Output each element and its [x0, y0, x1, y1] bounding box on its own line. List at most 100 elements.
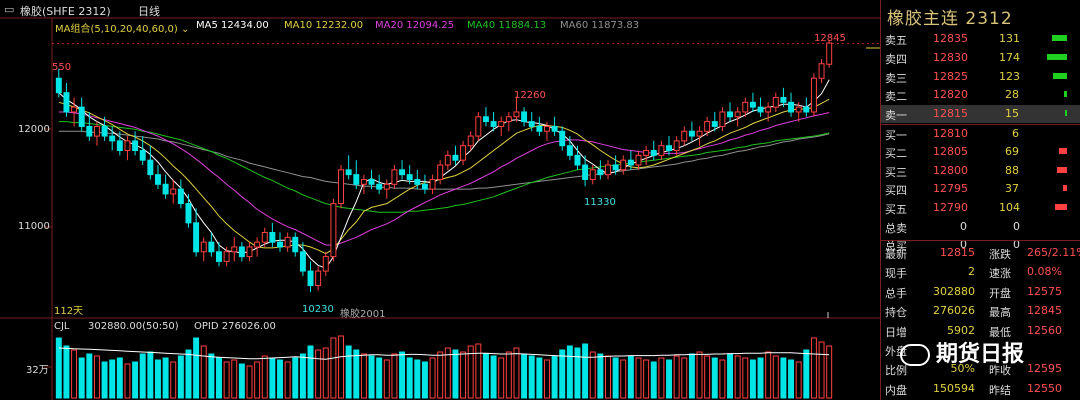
candle-up	[719, 111, 726, 127]
volume-bar-down	[185, 349, 192, 399]
volume-bar-down	[566, 345, 573, 399]
level-volume: 123	[999, 69, 1020, 83]
candle-down	[566, 145, 573, 156]
quote-label: 最新	[885, 248, 907, 261]
ma60-line	[58, 130, 830, 190]
chevron-down-icon: ⌄	[177, 24, 190, 35]
ask-level-row[interactable]: 卖三 12825 123	[881, 68, 1080, 86]
quote-row: 比例 50% 昨收 12595	[881, 360, 1080, 378]
level-volume-bar	[1053, 72, 1067, 79]
quote-label: 内盘	[885, 383, 907, 397]
volume-bar-up	[734, 355, 741, 399]
volume-bar-up	[170, 361, 177, 399]
candle-down	[627, 159, 634, 166]
volume-bar-up	[71, 349, 78, 399]
ask-level-row[interactable]: 卖一 12815 15	[881, 105, 1080, 124]
quote-label: 日增	[885, 325, 907, 339]
level-label: 买三	[885, 165, 907, 179]
candle-up	[704, 121, 711, 132]
price-axis-12000: 12000	[18, 124, 50, 135]
quote-value-2: 12550	[1027, 381, 1062, 395]
candle-up	[429, 178, 436, 190]
order-book-panel: 橡胶主连 2312 卖五 12835 131 卖四 12830 174 卖三 12825 123…	[880, 0, 1080, 400]
candle-down	[216, 251, 222, 262]
volume-bar-down	[86, 353, 93, 399]
chart-area[interactable]: ▭ 橡胶(SHFE 2312) 日线 MA组合(5,10,20,40,60,0)…	[0, 0, 880, 400]
level-volume-bar	[1055, 204, 1067, 211]
quote-value: 5902	[947, 323, 975, 337]
level-volume-bar	[1065, 110, 1067, 117]
candle-down	[55, 77, 62, 94]
candle-down	[688, 130, 695, 137]
level-volume-bar	[1047, 53, 1067, 60]
candle-up	[818, 63, 825, 79]
ma-combo-selector[interactable]: MA组合(5,10,20,40,60,0) ⌄	[55, 20, 189, 35]
volume-bar-down	[63, 345, 70, 399]
candle-up	[330, 203, 337, 258]
quote-value: 276026	[933, 304, 975, 318]
quote-value: 2	[968, 265, 975, 279]
volume-legend: CJL	[54, 321, 70, 332]
volume-bar-down	[582, 343, 589, 399]
candle-down	[414, 178, 421, 185]
total-b: 0	[1013, 237, 1020, 251]
window-control-icon[interactable]: ▭	[4, 3, 15, 16]
level-label: 卖三	[885, 71, 907, 85]
volume-bar-down	[376, 357, 383, 399]
volume-bar-down	[627, 355, 634, 399]
candle-up	[498, 121, 505, 127]
bid-level-row[interactable]: 买二 12805 69	[881, 143, 1080, 161]
candle-up	[681, 130, 688, 142]
volume-bar-up	[772, 355, 779, 399]
bid-level-row[interactable]: 买一 12810 6	[881, 124, 1080, 143]
contract-marker: 橡胶2001	[340, 309, 386, 320]
volume-bar-up	[742, 357, 749, 399]
volume-bar-up	[620, 359, 627, 399]
volume-bar-down	[292, 357, 299, 399]
quote-value-2: 0.08%	[1027, 265, 1062, 279]
volume-bar-up	[658, 357, 665, 399]
candle-down	[757, 106, 764, 113]
ma5-line	[58, 79, 830, 269]
open-interest-line	[58, 347, 830, 360]
candle-down	[421, 183, 428, 190]
total-row: 总买 0 0	[881, 236, 1080, 254]
candle-up	[620, 159, 627, 171]
candle-down	[482, 116, 489, 123]
ma20-line	[58, 111, 830, 246]
candle-up	[200, 241, 207, 253]
volume-bar-down	[490, 355, 497, 399]
candle-up	[231, 246, 238, 253]
volume-bar-up	[444, 347, 451, 399]
volume-bar-down	[406, 357, 413, 399]
volume-bar-up	[284, 361, 291, 399]
candle-up	[467, 135, 474, 147]
volume-bar-down	[559, 349, 566, 399]
total-label: 总买	[885, 239, 907, 253]
ask-level-row[interactable]: 卖五 12835 131	[881, 30, 1080, 48]
volume-bar-down	[399, 351, 406, 399]
volume-bar-up	[200, 345, 207, 399]
quote-label-2: 最低	[989, 325, 1011, 339]
volume-bar-up	[246, 365, 253, 399]
ma5-legend: MA5 12434.00	[196, 20, 269, 31]
level-volume: 131	[999, 32, 1020, 45]
period-selector[interactable]: 日线	[138, 5, 160, 18]
candlestick-chart[interactable]	[0, 0, 880, 400]
bid-level-row[interactable]: 买三 12800 88	[881, 162, 1080, 180]
volume-bar-up	[543, 359, 550, 399]
candle-up	[284, 236, 291, 248]
quote-value: 302880	[933, 284, 975, 298]
ask-level-row[interactable]: 卖二 12820 28	[881, 86, 1080, 104]
candle-down	[574, 154, 581, 166]
ask-level-row[interactable]: 卖四 12830 174	[881, 49, 1080, 67]
quote-row: 日增 5902 最低 12560	[881, 322, 1080, 340]
candle-up	[261, 232, 268, 243]
candle-up	[765, 106, 772, 113]
level-volume: 37	[1005, 182, 1019, 196]
bid-level-row[interactable]: 买五 12790 104	[881, 199, 1080, 217]
volume-bar-down	[154, 359, 161, 399]
bid-level-row[interactable]: 买四 12795 37	[881, 180, 1080, 198]
level-volume: 174	[999, 50, 1020, 64]
ma10-legend: MA10 12232.00	[284, 20, 364, 31]
